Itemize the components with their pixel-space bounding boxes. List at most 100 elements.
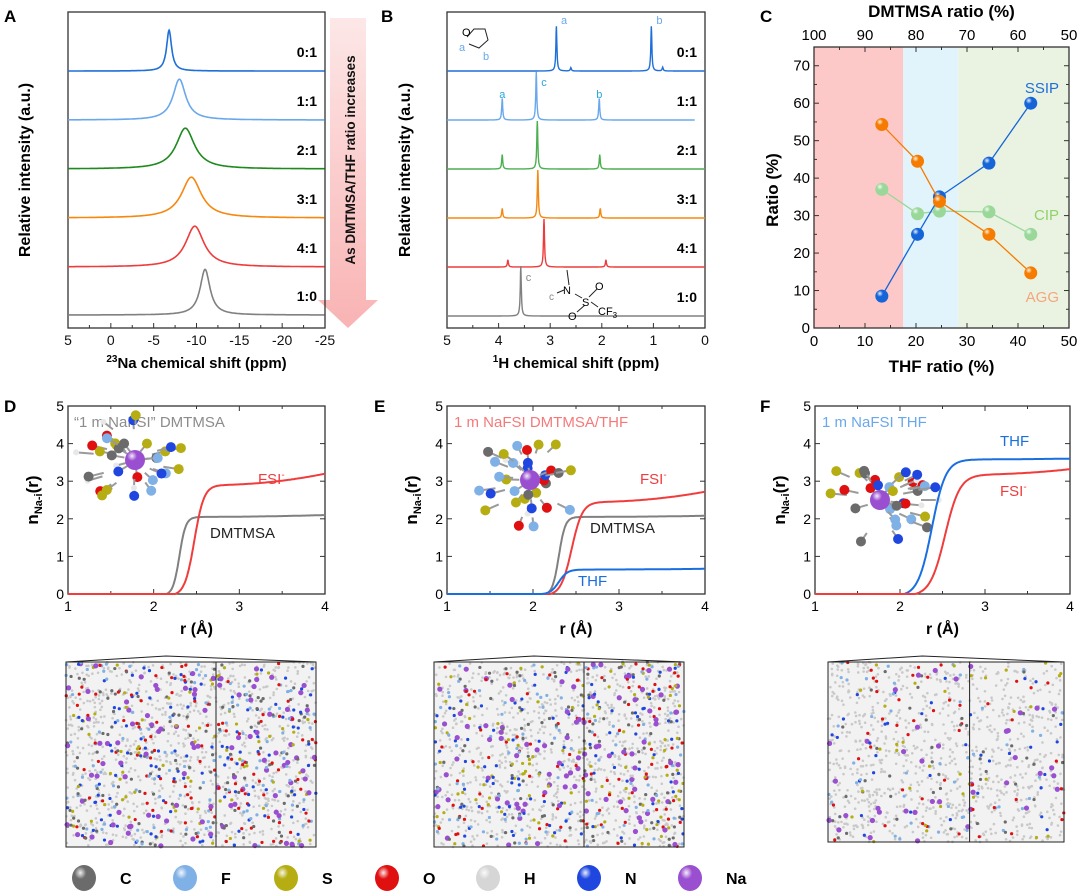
ion-atom bbox=[510, 774, 514, 778]
solvent-atom bbox=[233, 715, 236, 719]
ion-atom bbox=[889, 709, 893, 713]
solvent-atom bbox=[954, 742, 958, 745]
solvent-atom bbox=[990, 696, 993, 699]
ion-atom bbox=[503, 812, 507, 816]
ion-atom bbox=[925, 829, 929, 833]
atom-s: S bbox=[582, 297, 589, 309]
ion-atom bbox=[602, 678, 607, 682]
solvent-atom bbox=[648, 721, 651, 725]
ion-atom bbox=[657, 674, 661, 678]
solvent-atom bbox=[144, 690, 148, 693]
ion-atom bbox=[666, 791, 670, 795]
ion-atom bbox=[680, 842, 684, 846]
ion-atom bbox=[556, 760, 562, 766]
solvent-atom bbox=[113, 746, 117, 750]
solvent-atom bbox=[296, 781, 299, 785]
solvent-atom bbox=[1031, 682, 1035, 685]
solvent-atom bbox=[1016, 808, 1020, 811]
solvent-atom bbox=[248, 840, 252, 844]
solvent-atom bbox=[942, 723, 945, 726]
solvent-atom bbox=[595, 787, 598, 790]
ion-atom bbox=[64, 822, 70, 828]
ion-atom bbox=[288, 830, 293, 834]
ion-atom bbox=[516, 788, 521, 793]
ion-atom bbox=[457, 679, 461, 683]
solvent-atom bbox=[68, 806, 72, 809]
solvent-atom bbox=[873, 744, 876, 748]
solvent-atom bbox=[923, 672, 927, 676]
ion-atom bbox=[138, 789, 142, 794]
solvent-atom bbox=[628, 822, 631, 825]
solvent-atom bbox=[442, 843, 445, 846]
ion-atom bbox=[236, 692, 242, 698]
ion-atom bbox=[619, 665, 623, 669]
solvent-atom bbox=[917, 783, 921, 787]
ion-atom bbox=[900, 748, 907, 755]
ion-atom bbox=[463, 666, 469, 672]
solvent-atom bbox=[131, 727, 135, 730]
solvent-atom bbox=[124, 761, 128, 764]
ion-atom bbox=[832, 778, 839, 784]
solvent-atom bbox=[918, 766, 922, 769]
ion-atom bbox=[292, 730, 296, 734]
ion-atom bbox=[645, 677, 649, 681]
ion-atom bbox=[1060, 711, 1064, 715]
solvent-atom bbox=[1011, 818, 1015, 822]
solvent-atom bbox=[534, 768, 538, 772]
solvent-atom bbox=[617, 763, 621, 766]
ion-atom bbox=[641, 707, 645, 711]
solvent-atom bbox=[626, 769, 630, 773]
ion-atom bbox=[129, 752, 133, 756]
ion-atom bbox=[554, 675, 558, 679]
ion-atom bbox=[442, 811, 446, 815]
solvent-atom bbox=[512, 676, 515, 679]
ion-atom bbox=[626, 673, 632, 679]
ion-atom bbox=[597, 707, 601, 711]
ion-atom bbox=[495, 837, 499, 841]
solvent-atom bbox=[457, 825, 460, 829]
ion-atom bbox=[145, 801, 149, 805]
ion-atom bbox=[932, 667, 938, 674]
solvent-atom bbox=[976, 716, 979, 720]
solvent-atom bbox=[506, 725, 509, 729]
ion-atom bbox=[563, 773, 570, 779]
series-label: 2:1 bbox=[297, 142, 317, 158]
solvent-atom bbox=[496, 713, 500, 716]
solvent-atom bbox=[1031, 677, 1035, 681]
solvent-atom bbox=[622, 773, 626, 776]
ion-atom bbox=[447, 690, 451, 695]
ion-atom bbox=[642, 746, 646, 750]
x-tick-label: 40 bbox=[1010, 333, 1027, 350]
solvent-atom bbox=[494, 779, 497, 782]
ion-atom bbox=[248, 679, 252, 683]
ion-atom bbox=[983, 676, 988, 680]
ion-atom bbox=[555, 764, 560, 768]
solvent-atom bbox=[154, 707, 158, 710]
ion-atom bbox=[537, 739, 541, 743]
ion-atom bbox=[1004, 668, 1008, 672]
solvent-atom bbox=[196, 758, 200, 761]
solvent-atom bbox=[90, 663, 94, 667]
arrow-shape bbox=[318, 18, 378, 328]
ion-atom bbox=[233, 782, 238, 786]
solvent-atom bbox=[1009, 776, 1012, 779]
ion-atom bbox=[267, 753, 271, 757]
ion-atom bbox=[94, 773, 100, 779]
ion-atom bbox=[271, 819, 276, 823]
ion-atom bbox=[546, 771, 552, 777]
solvent-atom bbox=[568, 834, 572, 837]
ion-atom bbox=[869, 688, 873, 692]
solvent-atom bbox=[1023, 746, 1027, 750]
solvent-atom bbox=[954, 816, 958, 820]
solvent-atom bbox=[505, 732, 508, 735]
solvent-atom bbox=[453, 674, 456, 678]
solvent-atom bbox=[1036, 758, 1039, 762]
solvent-atom bbox=[257, 716, 261, 720]
solvent-atom bbox=[934, 738, 937, 742]
solvent-atom bbox=[893, 837, 897, 841]
y-axis-label: Ratio (%) bbox=[763, 153, 782, 227]
ion-atom bbox=[669, 711, 673, 715]
solvent-atom bbox=[1012, 780, 1016, 784]
solvent-atom bbox=[71, 773, 75, 776]
solvent-atom bbox=[886, 787, 890, 791]
